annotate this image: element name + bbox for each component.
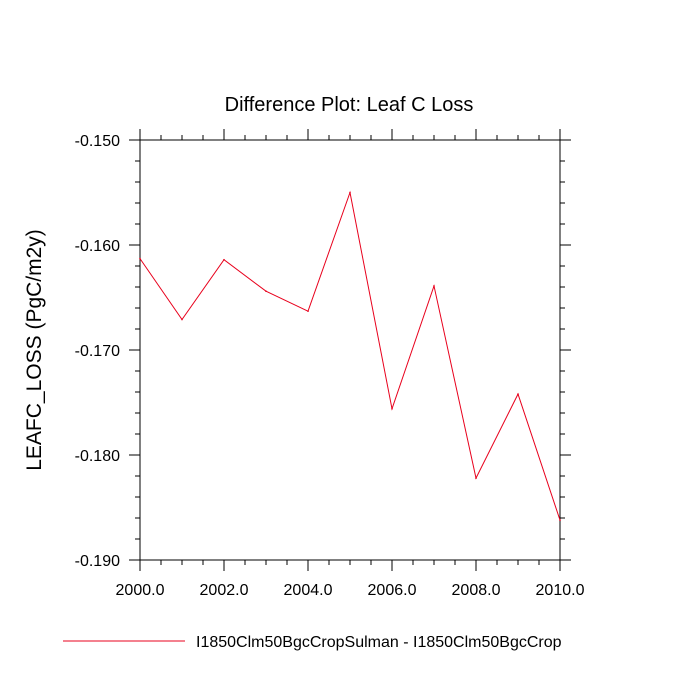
y-tick-label: -0.190 xyxy=(75,553,120,570)
y-axis-label: LEAFC_LOSS (PgC/m2y) xyxy=(23,229,46,471)
y-tick-label: -0.170 xyxy=(75,343,120,360)
y-tick-label: -0.160 xyxy=(75,238,120,255)
data-point xyxy=(475,477,477,479)
y-tick-label: -0.150 xyxy=(75,133,120,150)
data-point xyxy=(265,290,267,293)
legend: I1850Clm50BgcCropSulman - I1850Clm50BgcC… xyxy=(63,634,562,651)
data-point xyxy=(349,191,351,194)
legend-label: I1850Clm50BgcCropSulman - I1850Clm50BgcC… xyxy=(196,634,562,651)
chart-title: Difference Plot: Leaf C Loss xyxy=(225,94,474,116)
data-point xyxy=(433,285,435,287)
data-point xyxy=(391,408,393,410)
series-line xyxy=(139,190,561,521)
x-tick-label: 2002.0 xyxy=(200,582,249,599)
x-tick-label: 2004.0 xyxy=(284,582,333,599)
data-point xyxy=(181,318,183,321)
data-point xyxy=(139,257,141,260)
x-tick-label: 2000.0 xyxy=(116,582,165,599)
y-tick-label: -0.180 xyxy=(75,448,120,465)
data-point xyxy=(223,258,225,261)
axis-tick-labels: 2000.0 2002.0 2004.0 2006.0 2008.0 2010.0 -0.1… xyxy=(75,133,585,599)
x-tick-label: 2006.0 xyxy=(368,582,417,599)
plot-area-frame xyxy=(139,139,561,561)
series-points xyxy=(139,191,561,521)
x-tick-label: 2008.0 xyxy=(452,582,501,599)
axis-ticks xyxy=(129,129,571,571)
data-point xyxy=(307,310,309,312)
x-tick-label: 2010.0 xyxy=(536,582,585,599)
data-point xyxy=(559,519,561,521)
data-point xyxy=(517,393,519,395)
